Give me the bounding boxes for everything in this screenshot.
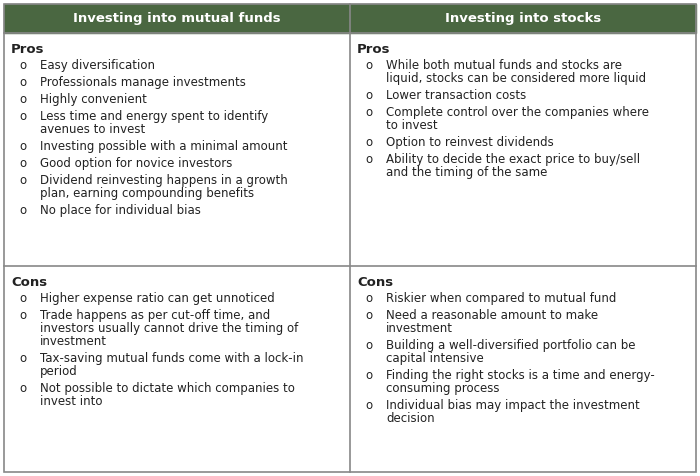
- Text: Investing possible with a minimal amount: Investing possible with a minimal amount: [41, 140, 288, 153]
- Text: No place for individual bias: No place for individual bias: [41, 204, 201, 217]
- Text: o: o: [365, 369, 372, 382]
- Text: o: o: [20, 204, 27, 217]
- Text: liquid, stocks can be considered more liquid: liquid, stocks can be considered more li…: [386, 72, 647, 85]
- Text: Professionals manage investments: Professionals manage investments: [41, 76, 246, 89]
- Text: o: o: [20, 174, 27, 187]
- Bar: [4, 4, 350, 33]
- Text: investors usually cannot drive the timing of: investors usually cannot drive the timin…: [41, 322, 299, 335]
- Text: Lower transaction costs: Lower transaction costs: [386, 89, 526, 102]
- Text: o: o: [365, 399, 372, 412]
- Text: Ability to decide the exact price to buy/sell: Ability to decide the exact price to buy…: [386, 153, 640, 166]
- Text: investment: investment: [41, 335, 107, 347]
- Text: Need a reasonable amount to make: Need a reasonable amount to make: [386, 308, 598, 322]
- Bar: [350, 4, 696, 33]
- Text: Dividend reinvesting happens in a growth: Dividend reinvesting happens in a growth: [41, 174, 288, 187]
- Text: Building a well-diversified portfolio can be: Building a well-diversified portfolio ca…: [386, 339, 636, 352]
- Text: o: o: [20, 140, 27, 153]
- Text: Highly convenient: Highly convenient: [41, 93, 147, 106]
- Text: Option to reinvest dividends: Option to reinvest dividends: [386, 136, 554, 149]
- Text: Riskier when compared to mutual fund: Riskier when compared to mutual fund: [386, 292, 617, 305]
- Text: consuming process: consuming process: [386, 382, 500, 395]
- Text: Pros: Pros: [357, 43, 391, 56]
- Text: avenues to invest: avenues to invest: [41, 123, 146, 136]
- Text: Easy diversification: Easy diversification: [41, 59, 155, 72]
- Text: Higher expense ratio can get unnoticed: Higher expense ratio can get unnoticed: [41, 292, 275, 305]
- Text: Good option for novice investors: Good option for novice investors: [41, 157, 232, 170]
- Text: o: o: [20, 93, 27, 106]
- Text: Complete control over the companies where: Complete control over the companies wher…: [386, 106, 650, 119]
- Text: period: period: [41, 365, 78, 377]
- Text: Finding the right stocks is a time and energy-: Finding the right stocks is a time and e…: [386, 369, 655, 382]
- Text: Tax-saving mutual funds come with a lock-in: Tax-saving mutual funds come with a lock…: [41, 352, 304, 365]
- Text: Trade happens as per cut-off time, and: Trade happens as per cut-off time, and: [41, 308, 271, 322]
- Text: o: o: [365, 308, 372, 322]
- Text: Pros: Pros: [11, 43, 45, 56]
- Text: to invest: to invest: [386, 119, 438, 132]
- Text: o: o: [20, 352, 27, 365]
- Text: o: o: [365, 59, 372, 72]
- Text: o: o: [365, 106, 372, 119]
- Text: Not possible to dictate which companies to: Not possible to dictate which companies …: [41, 382, 295, 395]
- Text: o: o: [20, 59, 27, 72]
- Text: Individual bias may impact the investment: Individual bias may impact the investmen…: [386, 399, 640, 412]
- Text: o: o: [365, 136, 372, 149]
- Text: o: o: [20, 308, 27, 322]
- Text: invest into: invest into: [41, 395, 103, 407]
- Text: and the timing of the same: and the timing of the same: [386, 166, 547, 179]
- Text: o: o: [20, 292, 27, 305]
- Text: Cons: Cons: [11, 276, 47, 288]
- Text: o: o: [365, 153, 372, 166]
- Text: o: o: [20, 157, 27, 170]
- Text: o: o: [365, 292, 372, 305]
- Text: Investing into mutual funds: Investing into mutual funds: [74, 12, 281, 25]
- Text: capital intensive: capital intensive: [386, 352, 484, 365]
- Text: Investing into stocks: Investing into stocks: [445, 12, 601, 25]
- Text: plan, earning compounding benefits: plan, earning compounding benefits: [41, 187, 255, 200]
- Text: o: o: [20, 110, 27, 123]
- Text: o: o: [365, 339, 372, 352]
- Text: o: o: [20, 76, 27, 89]
- Text: decision: decision: [386, 412, 435, 425]
- Text: While both mutual funds and stocks are: While both mutual funds and stocks are: [386, 59, 622, 72]
- Text: o: o: [365, 89, 372, 102]
- Text: o: o: [20, 382, 27, 395]
- Text: Less time and energy spent to identify: Less time and energy spent to identify: [41, 110, 269, 123]
- Text: Cons: Cons: [357, 276, 393, 288]
- Text: investment: investment: [386, 322, 454, 335]
